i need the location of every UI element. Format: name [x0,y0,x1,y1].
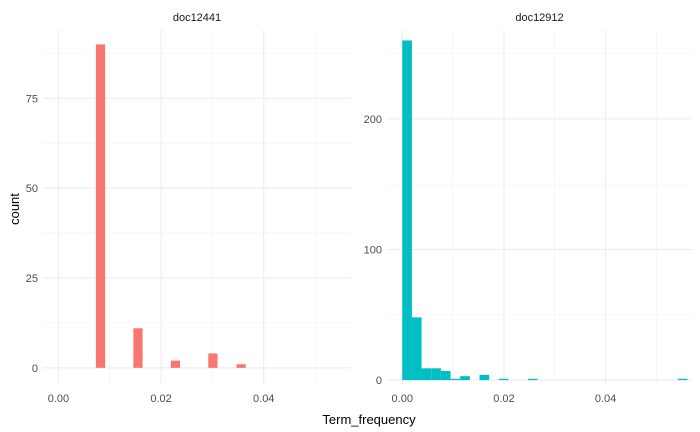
facet-title: doc12441 [173,12,221,24]
histogram-bar [95,44,106,368]
histogram-bar [431,368,441,381]
y-axis-title: count [7,193,22,225]
y-tick-label: 0 [376,375,382,387]
histogram-bar [440,370,451,381]
histogram-bar [460,376,470,381]
histogram-bar [677,378,688,381]
x-tick-label: 0.02 [150,393,171,405]
facet-title: doc12912 [515,12,563,24]
y-tick-label: 0 [32,363,38,375]
histogram-bar [402,40,412,381]
x-tick-label: 0.02 [493,393,514,405]
x-tick-label: 0.04 [595,393,616,405]
histogram-bar [133,328,143,368]
x-tick-label: 0.04 [253,393,274,405]
y-tick-label: 200 [364,114,382,126]
x-axis-title: Term_frequency [322,412,416,427]
histogram-bar [498,378,509,381]
histogram-bar [479,374,490,381]
x-tick-label: 0.00 [48,393,69,405]
histogram-bar [421,368,432,381]
y-tick-label: 50 [26,183,38,195]
histogram-bar [170,360,181,368]
x-tick-label: 0.00 [392,393,413,405]
panel-doc12912: 0.00 0.02 0.04 0 100 200 doc12912 [364,12,692,405]
histogram-bar [450,378,461,381]
y-tick-label: 25 [26,273,38,285]
histogram-bar [236,364,246,368]
y-tick-label: 75 [26,93,38,105]
histogram-bar [411,317,422,381]
histogram-bar [527,378,538,381]
histogram-bar [208,353,218,368]
y-tick-label: 100 [364,244,382,256]
panel-doc12441: 0.00 0.02 0.04 0 25 50 75 doc12441 [26,12,351,405]
